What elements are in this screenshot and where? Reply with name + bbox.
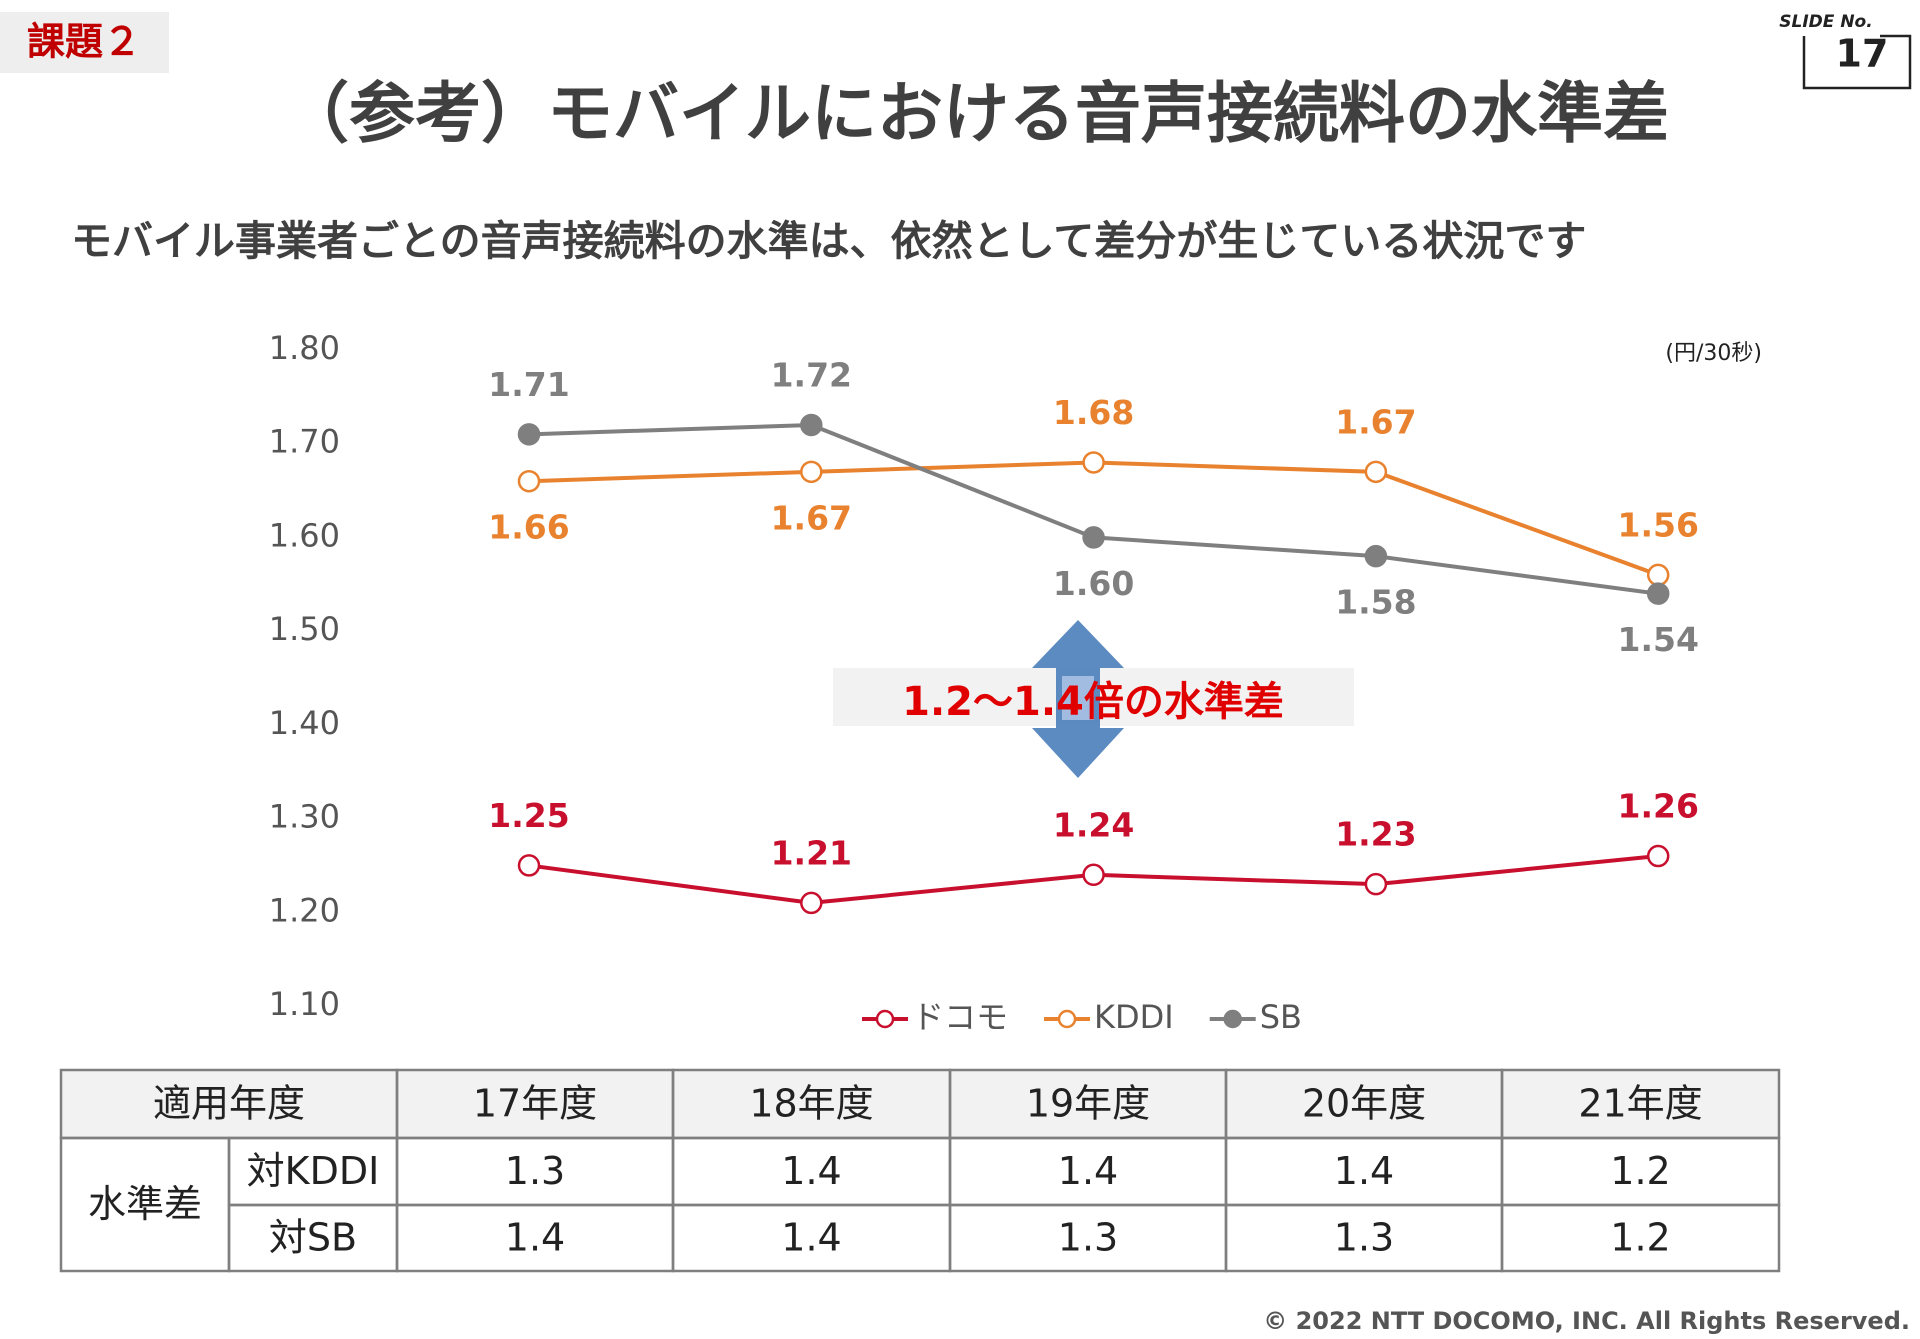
header-cell: 適用年度 (153, 1082, 305, 1126)
unit-label: (円/30秒) (1665, 341, 1762, 366)
value-cell: 1.4 (781, 1149, 841, 1193)
data-label: 1.26 (1617, 787, 1698, 826)
value-cell: 1.4 (1334, 1149, 1394, 1193)
value-cell: 1.4 (781, 1216, 841, 1260)
point (1364, 872, 1388, 896)
point (1082, 526, 1105, 549)
series-line (528, 460, 1659, 577)
y-tick-label: 1.50 (269, 610, 340, 648)
value-cell: 1.2 (1610, 1149, 1670, 1193)
tag-box (0, 12, 169, 73)
value-cell: 1.3 (505, 1149, 565, 1193)
data-label: 1.67 (771, 498, 852, 537)
data-label: 1.66 (488, 508, 569, 547)
header-cell: 21年度 (1578, 1082, 1702, 1126)
data-label: 1.67 (1335, 402, 1416, 441)
annotation: 1.2～1.4倍の水準差 (902, 679, 1284, 725)
point (1646, 563, 1670, 587)
slide-box (1802, 34, 1912, 90)
data-label: 1.24 (1053, 805, 1134, 844)
point (1364, 544, 1388, 568)
point (1082, 451, 1105, 474)
data-label: 1.58 (1335, 583, 1416, 622)
header-cell: 20年度 (1302, 1082, 1426, 1126)
legend-label: ドコモ (912, 998, 1008, 1036)
header-cell: 19年度 (1026, 1082, 1150, 1126)
value-cell: 1.3 (1334, 1216, 1394, 1260)
tag: 課題２ (27, 20, 141, 64)
point (800, 891, 823, 915)
point (517, 423, 541, 446)
value-cell: 1.4 (1058, 1149, 1118, 1193)
row-label: 対KDDI (247, 1149, 380, 1193)
point (517, 854, 541, 877)
point (1082, 863, 1105, 887)
subtitle: モバイル事業者ごとの音声接続料の水準は、依然として差分が生じている状況です (71, 217, 1586, 265)
slide-label: SLIDE No. (1779, 12, 1872, 32)
data-label: 1.25 (488, 796, 569, 835)
legend-marker (1223, 1009, 1242, 1029)
legend-marker (875, 1009, 895, 1029)
legend-label: KDDI (1094, 998, 1174, 1036)
data-label: 1.23 (1335, 815, 1416, 854)
data-label: 1.72 (771, 355, 852, 394)
y-tick-label: 1.80 (269, 329, 340, 367)
point (1364, 460, 1388, 484)
y-tick-label: 1.10 (269, 985, 340, 1023)
title: （参考）モバイルにおける音声接続料の水準差 (283, 75, 1669, 152)
value-cell: 1.4 (505, 1216, 565, 1260)
y-tick-label: 1.60 (269, 516, 340, 554)
header-cell: 17年度 (473, 1082, 597, 1126)
y-tick-label: 1.20 (269, 891, 340, 929)
value-cell: 1.2 (1610, 1216, 1670, 1260)
group-cell: 水準差 (88, 1182, 202, 1226)
cell (1500, 1203, 1781, 1273)
data-label: 1.21 (771, 833, 852, 872)
data-label: 1.71 (488, 365, 569, 404)
chart: 1.10 1.20 1.30 1.40 1.50 1.60 1.70 1.80 1.25 1.21… (269, 329, 1699, 1036)
data-label: 1.60 (1053, 564, 1134, 603)
legend-marker (1057, 1009, 1077, 1029)
point (1646, 844, 1670, 868)
header-cell: 18年度 (749, 1082, 873, 1126)
arrow-highlight (1062, 676, 1094, 720)
legend-label: SB (1260, 998, 1302, 1036)
y-tick-label: 1.70 (269, 423, 340, 461)
point (517, 469, 541, 493)
data-label: 1.68 (1053, 393, 1134, 432)
point (1646, 582, 1670, 605)
point (800, 460, 823, 484)
value-cell: 1.3 (1058, 1216, 1118, 1260)
slide-number: 17 (1836, 32, 1889, 76)
point (800, 413, 823, 437)
header-bg (61, 1070, 1779, 1138)
footer: © 2022 NTT DOCOMO, INC. All Rights Reser… (1263, 1307, 1910, 1335)
y-tick-label: 1.30 (269, 798, 340, 836)
data-label: 1.54 (1617, 620, 1698, 659)
data-label: 1.56 (1617, 505, 1698, 544)
row-label: 対SB (269, 1216, 357, 1260)
y-tick-label: 1.40 (269, 704, 340, 742)
